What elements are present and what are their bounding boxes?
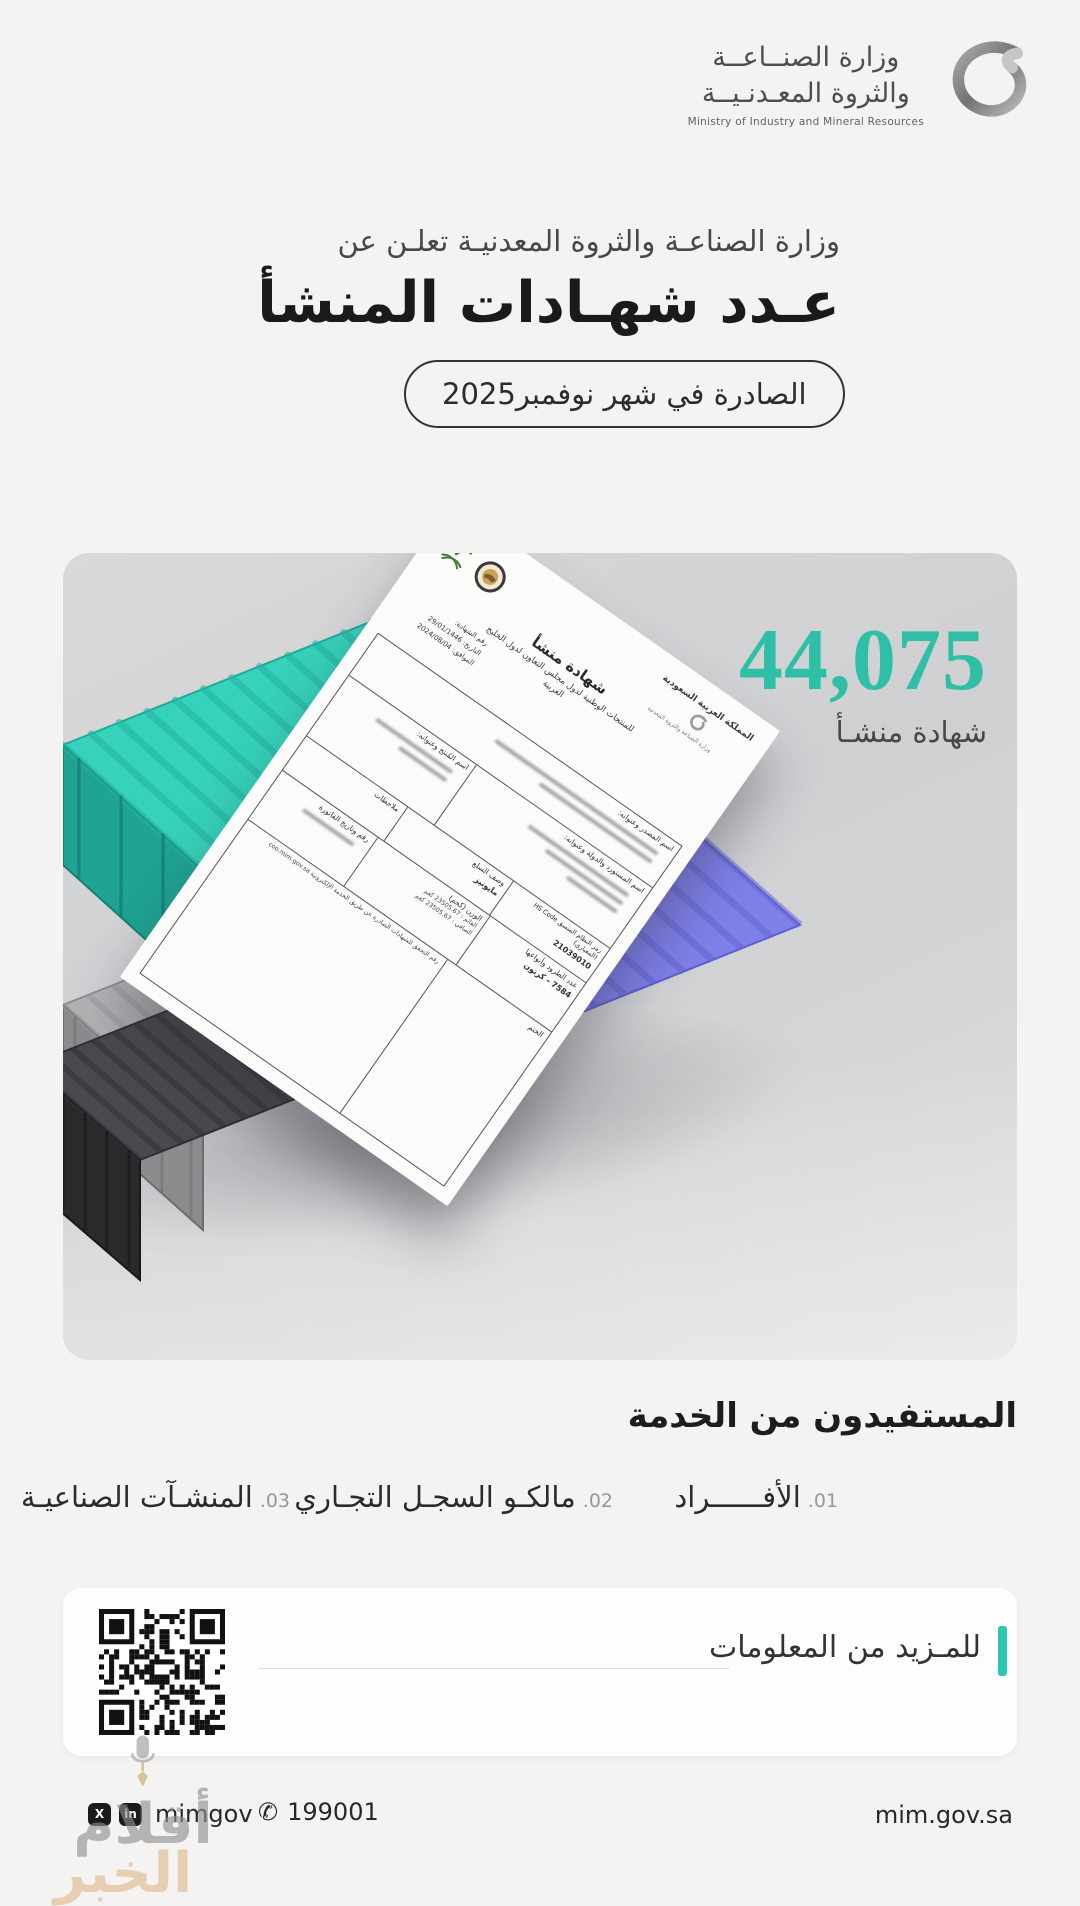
beneficiary-number: 01.	[807, 1490, 838, 1512]
beneficiary-label: مالكـو السجـل التجـاري	[294, 1480, 576, 1514]
social-handle[interactable]: mimgov	[155, 1800, 253, 1828]
beneficiary-number: 03.	[259, 1490, 290, 1512]
qr-modules	[99, 1609, 225, 1735]
x-glyph: X	[94, 1807, 105, 1821]
period-badge: الصادرة في شهر نوفمبر2025	[404, 360, 845, 428]
hero-image-card: المملكة العربية السعودية وزارة الصناعة و…	[63, 553, 1017, 1360]
hero-intro: وزارة الصناعـة والثروة المعدنيـة تعلـن ع…	[337, 224, 840, 258]
phone-contact[interactable]: ✆ 199001	[258, 1798, 379, 1826]
beneficiary-individuals: 01. الأفــــــراد	[674, 1480, 838, 1514]
certificate-ministry-logo-icon	[689, 714, 707, 731]
beneficiary-commercial-registry-owners: 02. مالكـو السجـل التجـاري	[294, 1480, 613, 1514]
website-url[interactable]: mim.gov.sa	[874, 1801, 1013, 1829]
qr-code[interactable]	[99, 1609, 225, 1735]
certificate-emblems	[435, 553, 512, 599]
watermark-line2: الخبر	[53, 1841, 193, 1906]
more-info-label: للمـزيد من المعلومات	[708, 1630, 981, 1665]
x-twitter-icon[interactable]: X	[88, 1802, 111, 1826]
beneficiary-label: المنشـآت الصناعيـة	[20, 1480, 253, 1514]
beneficiary-label: الأفــــــراد	[674, 1480, 801, 1514]
ministry-ribbon-logo-icon	[952, 41, 1027, 117]
ministry-brand: وزارة الصنــاعــة والثروة المعـدنـيــة M…	[688, 36, 1040, 132]
divider-line	[259, 1668, 729, 1669]
more-info-card: للمـزيد من المعلومات	[63, 1588, 1017, 1756]
linkedin-glyph: in	[124, 1807, 137, 1821]
beneficiaries-heading: المستفيدون من الخدمة	[627, 1396, 1017, 1436]
ministry-name: وزارة الصنــاعــة والثروة المعـدنـيــة M…	[688, 40, 924, 128]
phone-icon: ✆	[258, 1798, 279, 1826]
teal-accent-bar	[998, 1626, 1007, 1676]
page-title: عـدد شهـادات المنشأ	[257, 270, 840, 336]
gcc-emblem-icon	[474, 561, 506, 593]
stat-block: 44,075 شهادة منشـأ	[739, 612, 987, 750]
footer: X in mimgov ✆ 199001 mim.gov.sa	[0, 1798, 1080, 1848]
beneficiary-industrial-establishments: 03. المنشـآت الصناعيـة	[21, 1480, 290, 1514]
certificates-unit: شهادة منشـأ	[835, 715, 987, 749]
linkedin-icon[interactable]: in	[119, 1802, 142, 1826]
hero: وزارة الصناعـة والثروة المعدنيـة تعلـن ع…	[257, 224, 845, 428]
ministry-name-en: Ministry of Industry and Mineral Resourc…	[687, 116, 924, 129]
certificates-count: 44,075	[739, 612, 987, 709]
ministry-name-ar-1: وزارة الصنــاعــة	[712, 41, 900, 73]
beneficiary-number: 02.	[582, 1490, 613, 1512]
certificate-paper: المملكة العربية السعودية وزارة الصناعة و…	[119, 553, 781, 1207]
phone-number: 199001	[287, 1798, 379, 1826]
certificate-kingdom-block: المملكة العربية السعودية وزارة الصناعة و…	[642, 673, 755, 770]
saudi-palm-emblem-icon	[441, 553, 473, 570]
ministry-name-ar-2: والثروة المعـدنـيــة	[701, 77, 910, 109]
social-links: X in mimgov	[88, 1800, 253, 1828]
